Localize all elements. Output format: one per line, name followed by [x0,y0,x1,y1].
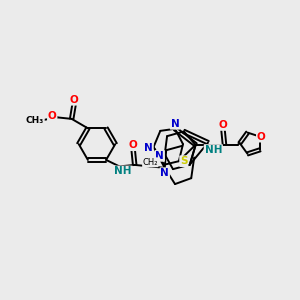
Text: N: N [144,142,153,153]
Text: N: N [155,151,164,161]
Text: O: O [129,140,138,150]
Text: O: O [219,120,227,130]
Text: CH₃: CH₃ [26,116,44,124]
Text: O: O [48,111,57,121]
Text: S: S [180,156,188,166]
Text: O: O [257,132,266,142]
Text: N: N [171,119,179,129]
Text: N: N [160,168,169,178]
Text: NH: NH [115,167,132,176]
Text: O: O [70,95,78,105]
Text: CH₂: CH₂ [142,158,158,167]
Text: NH: NH [205,145,222,155]
